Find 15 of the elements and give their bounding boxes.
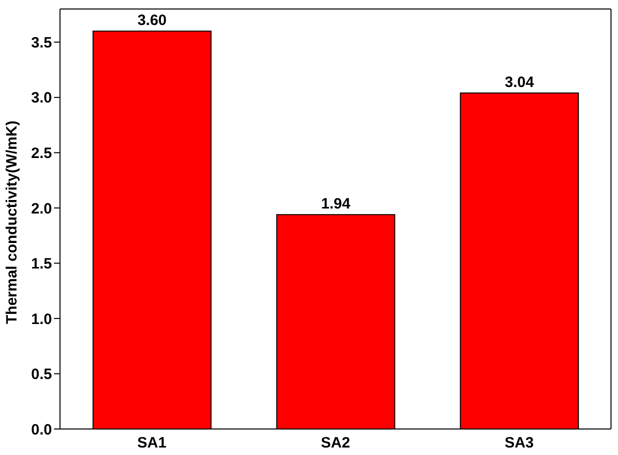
y-tick-label: 3.5 (31, 34, 52, 52)
y-tick-label: 2.5 (31, 145, 52, 162)
y-tick-label: 3.0 (31, 90, 52, 107)
y-axis-title: Thermal conductivity(W/mK) (3, 120, 20, 324)
data-label: 3.60 (137, 12, 167, 30)
x-tick-label: SA1 (137, 434, 166, 452)
y-tick-label: 2.0 (31, 200, 52, 218)
y-tick-label: 1.0 (31, 310, 52, 328)
data-label: 1.94 (321, 196, 351, 213)
y-tick-label: 0.5 (31, 366, 52, 384)
data-label: 3.04 (504, 74, 535, 91)
y-tick-label: 1.5 (31, 256, 52, 273)
x-tick-label: SA3 (504, 434, 534, 452)
y-tick-label: 0.0 (31, 421, 52, 438)
x-tick-label: SA2 (320, 434, 350, 452)
